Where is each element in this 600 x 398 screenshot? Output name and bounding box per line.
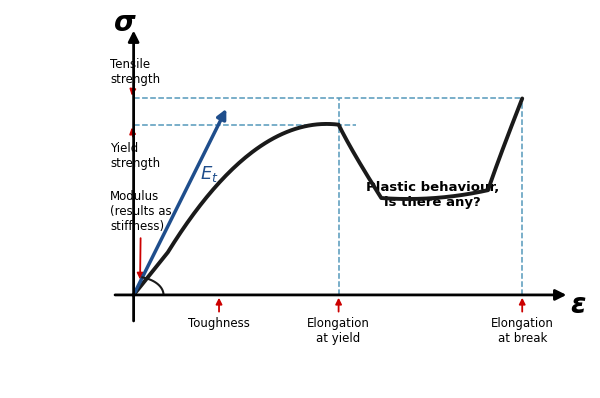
- Text: Yield
strength: Yield strength: [110, 129, 160, 170]
- Text: Modulus
(results as
stiffness): Modulus (results as stiffness): [110, 189, 172, 277]
- Text: Elongation
at break: Elongation at break: [491, 300, 554, 345]
- Text: ε: ε: [570, 291, 586, 320]
- Text: Tensile
strength: Tensile strength: [110, 58, 160, 94]
- Text: Toughness: Toughness: [188, 300, 250, 330]
- Text: Plastic behaviour,
is there any?: Plastic behaviour, is there any?: [366, 181, 499, 209]
- Text: $E_t$: $E_t$: [200, 164, 218, 184]
- Text: Elongation
at yield: Elongation at yield: [307, 300, 370, 345]
- Text: σ: σ: [114, 8, 136, 37]
